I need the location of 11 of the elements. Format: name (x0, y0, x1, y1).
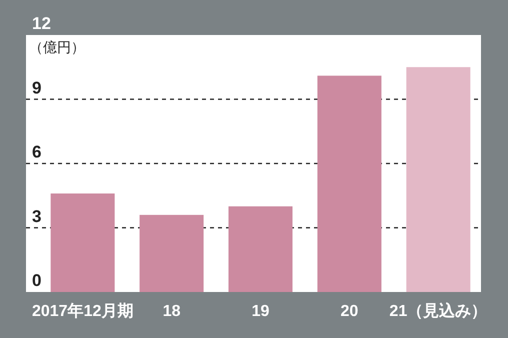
x-tick-label: 21（見込み） (389, 302, 488, 320)
y-tick-label: 6 (32, 142, 42, 162)
x-tick-label: 18 (162, 303, 181, 320)
y-tick-label: 3 (32, 206, 42, 226)
x-tick-label: 19 (252, 303, 270, 320)
x-tick-label: 20 (340, 303, 358, 320)
y-axis-title: （億円） (29, 39, 85, 55)
y-tick-label: 12 (32, 14, 51, 33)
x-tick-label: 2017年12月期 (32, 302, 134, 320)
y-tick-label: 0 (32, 271, 42, 290)
y-tick-label: 9 (32, 78, 42, 98)
